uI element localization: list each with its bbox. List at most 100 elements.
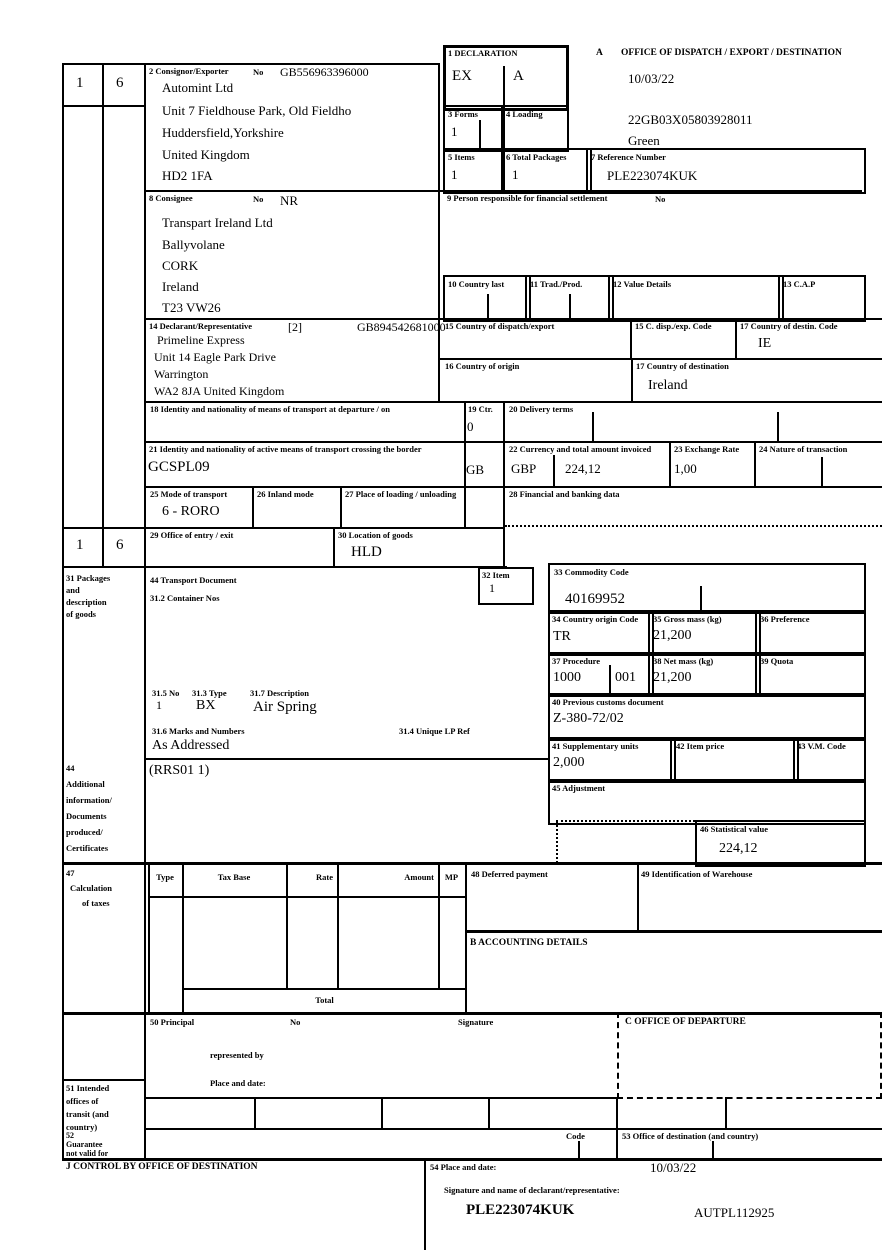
box46-label: 46 Statistical value [700, 824, 768, 834]
box34-label: 34 Country origin Code [552, 614, 639, 624]
box20-label: 20 Delivery terms [509, 404, 574, 414]
box31-5-value: 1 [156, 698, 162, 712]
box44-transport-doc-label: 44 Transport Document [150, 575, 237, 585]
box9-no-label: No [655, 194, 666, 204]
border-line [488, 1097, 490, 1128]
border-line [254, 1097, 256, 1128]
copy-number-6-lower: 6 [116, 537, 124, 553]
border-line [62, 1158, 882, 1161]
box24-label: 24 Nature of transaction [759, 444, 848, 454]
box3-forms [443, 105, 505, 152]
tax-header-mp: MP [444, 872, 459, 882]
tax-header-rate: Rate [316, 872, 333, 882]
border-line [553, 455, 555, 486]
dotted-border-line [556, 821, 558, 863]
box37-value2: 001 [615, 670, 636, 685]
border-line [735, 318, 737, 358]
border-line [503, 527, 505, 568]
border-line [821, 457, 823, 486]
border-line [616, 1097, 618, 1128]
border-line [465, 930, 882, 933]
box38-value: 21,200 [653, 670, 692, 685]
box7-reference-number [586, 148, 866, 194]
box17-value: Ireland [648, 378, 688, 393]
box51-label-line: country) [66, 1122, 98, 1132]
box12-label: 12 Value Details [613, 279, 672, 289]
box14-address-line: WA2 8JA United Kingdom [154, 384, 285, 398]
box2-address-line: HD2 1FA [162, 168, 213, 183]
box8-no-label: No [253, 194, 264, 204]
border-line [144, 63, 146, 1160]
officeA-route: Green [628, 133, 660, 148]
border-line [62, 63, 440, 65]
box10-label: 10 Country last [448, 279, 505, 289]
box32-value: 1 [489, 581, 495, 595]
box32-item [478, 567, 534, 605]
boxJ-control-label: J CONTROL BY OFFICE OF DESTINATION [66, 1162, 258, 1172]
box8-address-line: Transpart Ireland Ltd [162, 215, 273, 230]
box7-label: 7 Reference Number [591, 152, 666, 162]
box1-label: 1 DECLARATION [448, 48, 518, 58]
tax-header-type: Type [156, 872, 174, 882]
box36-preference [755, 610, 866, 656]
box31-label-line: description [66, 597, 107, 607]
box8-address-line: Ballyvolane [162, 237, 225, 252]
box1-declaration-type: EX [452, 68, 472, 84]
box31-2-container-label: 31.2 Container Nos [150, 593, 220, 603]
box17-label: 17 Country of destination [636, 361, 729, 371]
box33-value: 40169952 [565, 591, 625, 607]
border-line [487, 294, 489, 318]
box26-label: 26 Inland mode [257, 489, 314, 499]
box43-vm-code [793, 737, 866, 783]
border-line [438, 358, 882, 360]
box31-label-line: and [66, 585, 80, 595]
officeA-letter: A [596, 48, 603, 58]
box30-label: 30 Location of goods [338, 530, 413, 540]
box13-label: 13 C.A.P [783, 279, 816, 289]
border-line [578, 1141, 580, 1158]
box14-address-line: Warrington [154, 367, 209, 381]
box48-label: 48 Deferred payment [471, 869, 548, 879]
box35-label: 35 Gross mass (kg) [653, 614, 722, 624]
box54-label: 54 Place and date: [430, 1162, 497, 1172]
box50-no-label: No [290, 1017, 301, 1027]
border-line [182, 988, 467, 990]
border-line [144, 401, 882, 403]
box5-value: 1 [451, 167, 458, 182]
box44-label-line: 44 [66, 763, 75, 773]
box36-label: 36 Preference [760, 614, 810, 624]
box23-label: 23 Exchange Rate [674, 444, 740, 454]
officeA-title: OFFICE OF DISPATCH / EXPORT / DESTINATIO… [621, 48, 842, 58]
copy-number-1: 1 [76, 75, 84, 91]
boxC-label: C OFFICE OF DEPARTURE [625, 1017, 746, 1027]
boxC-office-of-departure [617, 1012, 882, 1099]
box39-label: 39 Quota [760, 656, 794, 666]
box51-label-line: transit (and [66, 1109, 109, 1119]
box33-commodity-code [548, 563, 866, 614]
box4-label: 4 Loading [506, 109, 543, 119]
box52-label-line: not valid for [66, 1149, 109, 1158]
box52-code-label: Code [566, 1131, 585, 1141]
box12-value-details [608, 275, 784, 322]
box3-value: 1 [451, 124, 458, 139]
box47-label-line: Calculation [70, 883, 113, 893]
box2-eori: GB556963396000 [280, 65, 369, 79]
border-line [464, 486, 466, 527]
border-line [286, 865, 288, 990]
officeA-mrn: 22GB03X05803928011 [628, 112, 753, 127]
box44-label-line: information/ [66, 795, 112, 805]
box51-label-line: 51 Intended [66, 1083, 110, 1093]
box14-eori: GB894542681000 [357, 320, 446, 334]
box44-label-line: Certificates [66, 843, 109, 853]
border-line [182, 865, 184, 1012]
box54-signature-label: Signature and name of declarant/represen… [444, 1185, 620, 1195]
box51-label-line: offices of [66, 1096, 99, 1106]
box50-place-date: Place and date: [210, 1078, 266, 1088]
box46-value: 224,12 [719, 841, 758, 856]
box37-label: 37 Procedure [552, 656, 601, 666]
box31-label-line: 31 Packages [66, 573, 111, 583]
box31-6-marks-label: 31.6 Marks and Numbers [152, 726, 245, 736]
border-line [62, 105, 146, 107]
border-line [144, 1128, 882, 1130]
